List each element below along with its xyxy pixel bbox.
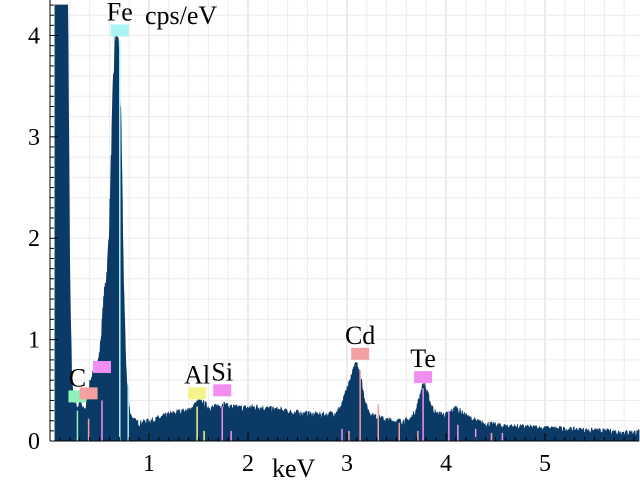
y-tick-label: 2 (28, 226, 40, 252)
element-label: Te (410, 344, 436, 373)
y-tick-label: 4 (28, 23, 40, 49)
axes (49, 0, 639, 442)
element-marker (92, 360, 111, 373)
tick-labels: 0 1 2 3 4 1 2 3 4 5 (28, 23, 551, 477)
grid-lines (50, 0, 639, 441)
y-tick-label: 3 (28, 125, 40, 151)
element-label: Al (184, 360, 210, 389)
element-marker (110, 24, 129, 37)
element-label: Si (211, 357, 233, 386)
element-marker (188, 387, 207, 400)
element-label: Fe (107, 0, 133, 26)
y-axis-label: cps/eV (145, 1, 217, 30)
element-marker (79, 387, 98, 400)
x-axis-label: keV (272, 454, 316, 480)
element-marker (351, 347, 370, 360)
element-label: Cd (345, 321, 375, 350)
x-tick-label: 3 (341, 451, 353, 477)
element-label: C (69, 363, 86, 392)
element-markers: Fe C Al Si Cd Te (68, 0, 436, 403)
spectrum-area (54, 4, 640, 442)
element-marker (414, 371, 433, 384)
spectrum-fill (54, 4, 640, 442)
y-tick-label: 1 (28, 328, 40, 354)
x-tick-label: 2 (242, 451, 254, 477)
x-tick-label: 1 (143, 451, 155, 477)
x-tick-label: 4 (440, 451, 452, 477)
element-marker (213, 384, 232, 397)
y-tick-label: 0 (28, 429, 40, 455)
x-tick-label: 5 (539, 451, 551, 477)
peak-lines (76, 40, 504, 441)
